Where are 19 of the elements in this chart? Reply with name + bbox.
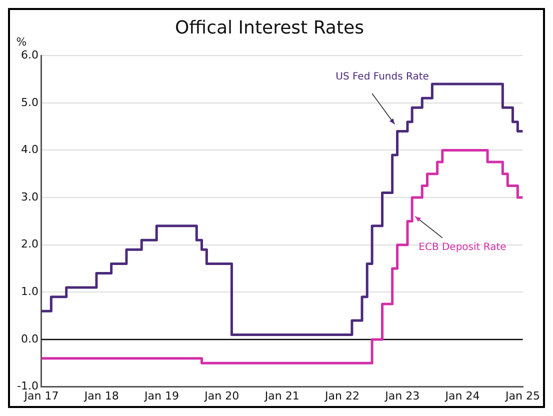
y-tick-label: 1.0 (20, 285, 38, 298)
x-tick-label: Jan 25 (504, 389, 540, 402)
y-tick-label: 3.0 (20, 190, 38, 204)
x-tick-label: Jan 21 (264, 389, 300, 402)
chart-title: Offical Interest Rates (175, 17, 364, 38)
x-tick-label: Jan 20 (204, 389, 240, 402)
y-axis-title: % (16, 36, 27, 49)
series-label: ECB Deposit Rate (418, 242, 506, 253)
y-tick-label: 5.0 (20, 96, 38, 109)
y-tick-label: 4.0 (20, 143, 38, 156)
x-tick-label: Jan 22 (324, 389, 360, 402)
x-tick-label: Jan 18 (83, 389, 119, 402)
y-tick-label: 6.0 (20, 48, 38, 62)
y-tick-label: 0.0 (20, 332, 38, 346)
x-tick-label: Jan 23 (384, 389, 420, 402)
x-tick-label: Jan 19 (143, 389, 179, 402)
y-tick-label: 2.0 (20, 238, 38, 251)
series-label: US Fed Funds Rate (336, 71, 429, 82)
x-tick-label: Jan 24 (444, 389, 480, 402)
